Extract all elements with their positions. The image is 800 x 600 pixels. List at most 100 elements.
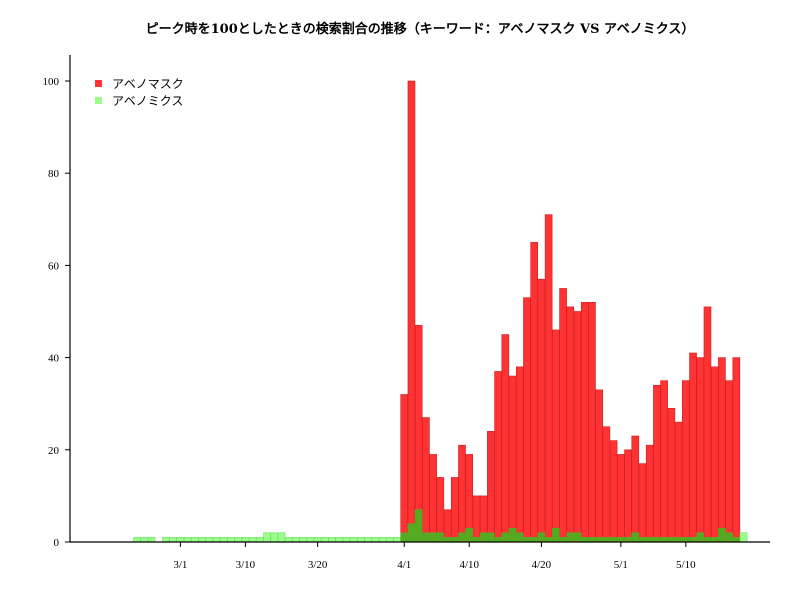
bar-abenomask: [631, 435, 640, 543]
bar-abenomics: [306, 537, 315, 543]
bar-abenomask: [537, 278, 546, 543]
bar-abenomics: [140, 537, 149, 543]
bar-abenomics: [458, 532, 466, 543]
bar-abenomics: [450, 537, 459, 543]
bar-abenomics: [674, 537, 683, 543]
x-tick-label: 4/1: [397, 559, 411, 571]
bar-abenomics: [537, 532, 546, 543]
bar-abenomics: [176, 537, 185, 543]
bar-abenomics: [725, 532, 733, 543]
bar-abenomics: [234, 537, 242, 543]
bar-abenomask: [494, 371, 502, 543]
bar-abenomics: [696, 532, 705, 543]
bar-abenomask: [450, 477, 459, 543]
chart-title: ピーク時を100としたときの検索割合の推移（キーワード：アベノマスク VS アベ…: [145, 22, 695, 37]
bar-abenomics: [147, 537, 156, 543]
bar-abenomask: [573, 311, 582, 543]
legend-label: アベノマスク: [112, 77, 184, 91]
series-abenomask-bars: [400, 80, 741, 543]
bar-abenomics: [248, 537, 257, 543]
y-tick-label: 20: [48, 445, 60, 457]
bar-abenomics: [169, 537, 177, 543]
bar-abenomics: [494, 537, 502, 543]
bar-abenomics: [465, 527, 474, 543]
bar-abenomics: [335, 537, 344, 543]
bar-abenomask: [407, 80, 416, 543]
bar-abenomics: [292, 537, 300, 543]
bar-abenomics: [501, 532, 510, 543]
bar-abenomask: [682, 380, 690, 543]
x-tick-label: 4/10: [459, 559, 479, 571]
bar-abenomask: [501, 334, 510, 543]
bar-abenomics: [638, 537, 647, 543]
y-tick-label: 40: [48, 353, 60, 365]
bar-abenomics: [162, 537, 170, 543]
bar-abenomics: [342, 537, 351, 543]
bar-abenomask: [689, 352, 697, 543]
bar-abenomics: [544, 537, 553, 543]
bar-abenomics: [270, 532, 279, 543]
bar-abenomask: [624, 449, 632, 543]
bar-abenomics: [617, 537, 625, 543]
bar-abenomics: [718, 527, 726, 543]
bar-abenomics: [299, 537, 307, 543]
bar-abenomics: [739, 532, 748, 543]
bar-abenomask: [638, 463, 647, 543]
bar-abenomics: [487, 532, 495, 543]
x-tick-label: 4/20: [532, 559, 552, 571]
legend-label: アベノミクス: [112, 94, 183, 108]
bar-abenomask: [544, 214, 553, 543]
bar-abenomics: [602, 537, 611, 543]
bar-abenomics: [436, 532, 445, 543]
bar-abenomics: [710, 537, 719, 543]
axes: 0 20 40 60 80 100 3/1 3/10 3/20 4/1 4/10 4/20 5/1 5/1…: [43, 55, 770, 571]
bar-abenomask: [566, 306, 575, 543]
bar-abenomask: [400, 394, 409, 543]
bar-abenomics: [422, 532, 430, 543]
bar-abenomics: [703, 537, 712, 543]
bar-abenomics: [328, 537, 336, 543]
bar-abenomics: [371, 537, 380, 543]
bar-abenomics: [609, 537, 618, 543]
bar-abenomics: [284, 537, 293, 543]
bar-abenomics: [523, 537, 531, 543]
bar-abenomics: [682, 537, 690, 543]
bar-abenomask: [429, 454, 437, 543]
bar-abenomics: [313, 537, 322, 543]
y-tick-label: 0: [54, 537, 60, 549]
y-tick-label: 60: [48, 260, 60, 272]
bar-abenomics: [133, 537, 141, 543]
bar-abenomics: [660, 537, 668, 543]
y-tick-label: 100: [43, 76, 60, 88]
bar-abenomask: [595, 389, 603, 543]
bar-abenomics: [508, 527, 517, 543]
legend-swatch: [95, 97, 102, 104]
x-tick-label: 5/1: [614, 559, 628, 571]
bar-abenomics: [227, 537, 235, 543]
bar-abenomics: [559, 537, 567, 543]
x-tick-label: 3/20: [308, 559, 328, 571]
bar-abenomics: [732, 537, 741, 543]
bar-abenomics: [183, 537, 192, 543]
bar-abenomics: [191, 537, 199, 543]
x-tick-label: 3/10: [236, 559, 256, 571]
bar-abenomask: [487, 431, 495, 543]
bar-abenomask: [667, 408, 676, 543]
x-tick-label: 5/10: [676, 559, 696, 571]
bar-abenomics: [256, 537, 264, 543]
legend-swatch: [95, 80, 102, 87]
bar-abenomics: [212, 537, 221, 543]
bar-abenomics: [429, 532, 437, 543]
bar-abenomics: [631, 532, 640, 543]
bar-abenomask: [645, 444, 654, 543]
bar-abenomask: [588, 301, 596, 543]
bar-abenomics: [393, 537, 401, 543]
bar-abenomics: [385, 537, 394, 543]
bar-abenomics: [321, 537, 329, 543]
bar-abenomics: [573, 532, 582, 543]
bar-abenomask: [436, 477, 445, 543]
bar-abenomask: [653, 384, 661, 543]
bar-abenomics: [400, 532, 409, 543]
